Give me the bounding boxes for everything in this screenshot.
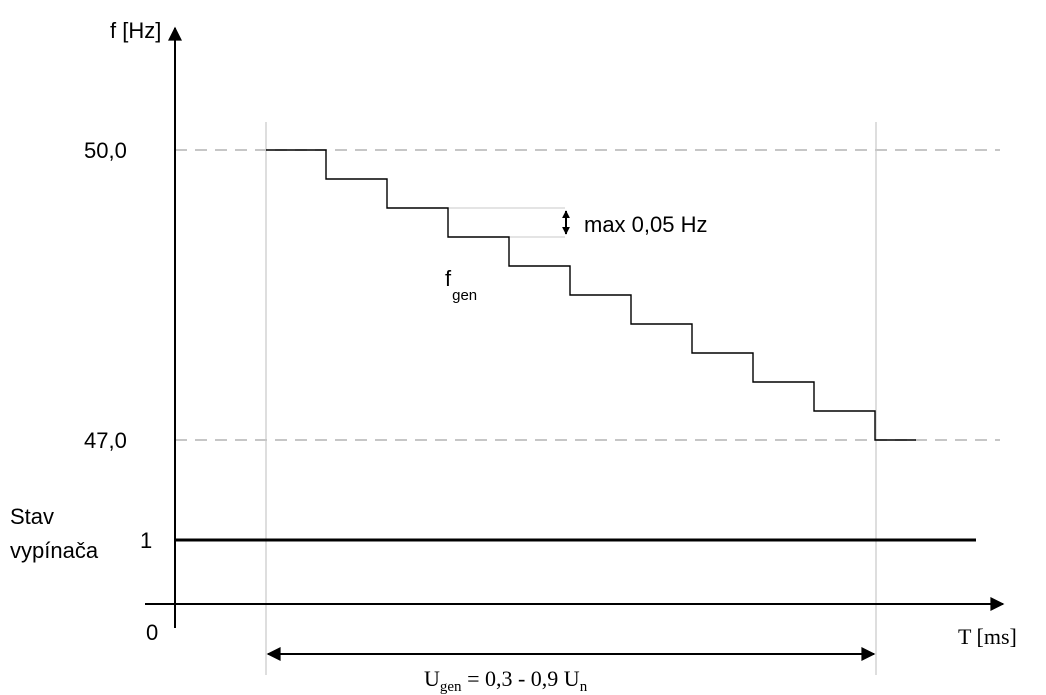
y-tick-50: 50,0	[84, 138, 127, 163]
breaker-state-label-line2: vypínača	[10, 538, 99, 563]
range-label-u1: U	[424, 666, 440, 691]
voltage-range-label: Ugen = 0,3 - 0,9 Un	[424, 666, 588, 695]
curve-label-subscript: gen	[452, 287, 477, 304]
breaker-state-value: 1	[140, 528, 152, 553]
y-axis-label: f [Hz]	[110, 18, 161, 43]
x-axis-label: T [ms]	[958, 624, 1017, 649]
origin-label: 0	[146, 620, 158, 645]
range-label-u2-subscript: n	[580, 679, 588, 695]
curve-label: fgen	[445, 266, 477, 304]
frequency-staircase-curve	[266, 149, 916, 441]
range-label-middle: = 0,3 - 0,9	[462, 666, 564, 691]
range-label-u1-subscript: gen	[440, 679, 462, 695]
range-label-u2: U	[564, 666, 580, 691]
step-size-annotation: max 0,05 Hz	[584, 212, 708, 237]
breaker-state-label-line1: Stav	[10, 504, 54, 529]
curve-label-main: f	[445, 266, 452, 291]
y-tick-47: 47,0	[84, 428, 127, 453]
